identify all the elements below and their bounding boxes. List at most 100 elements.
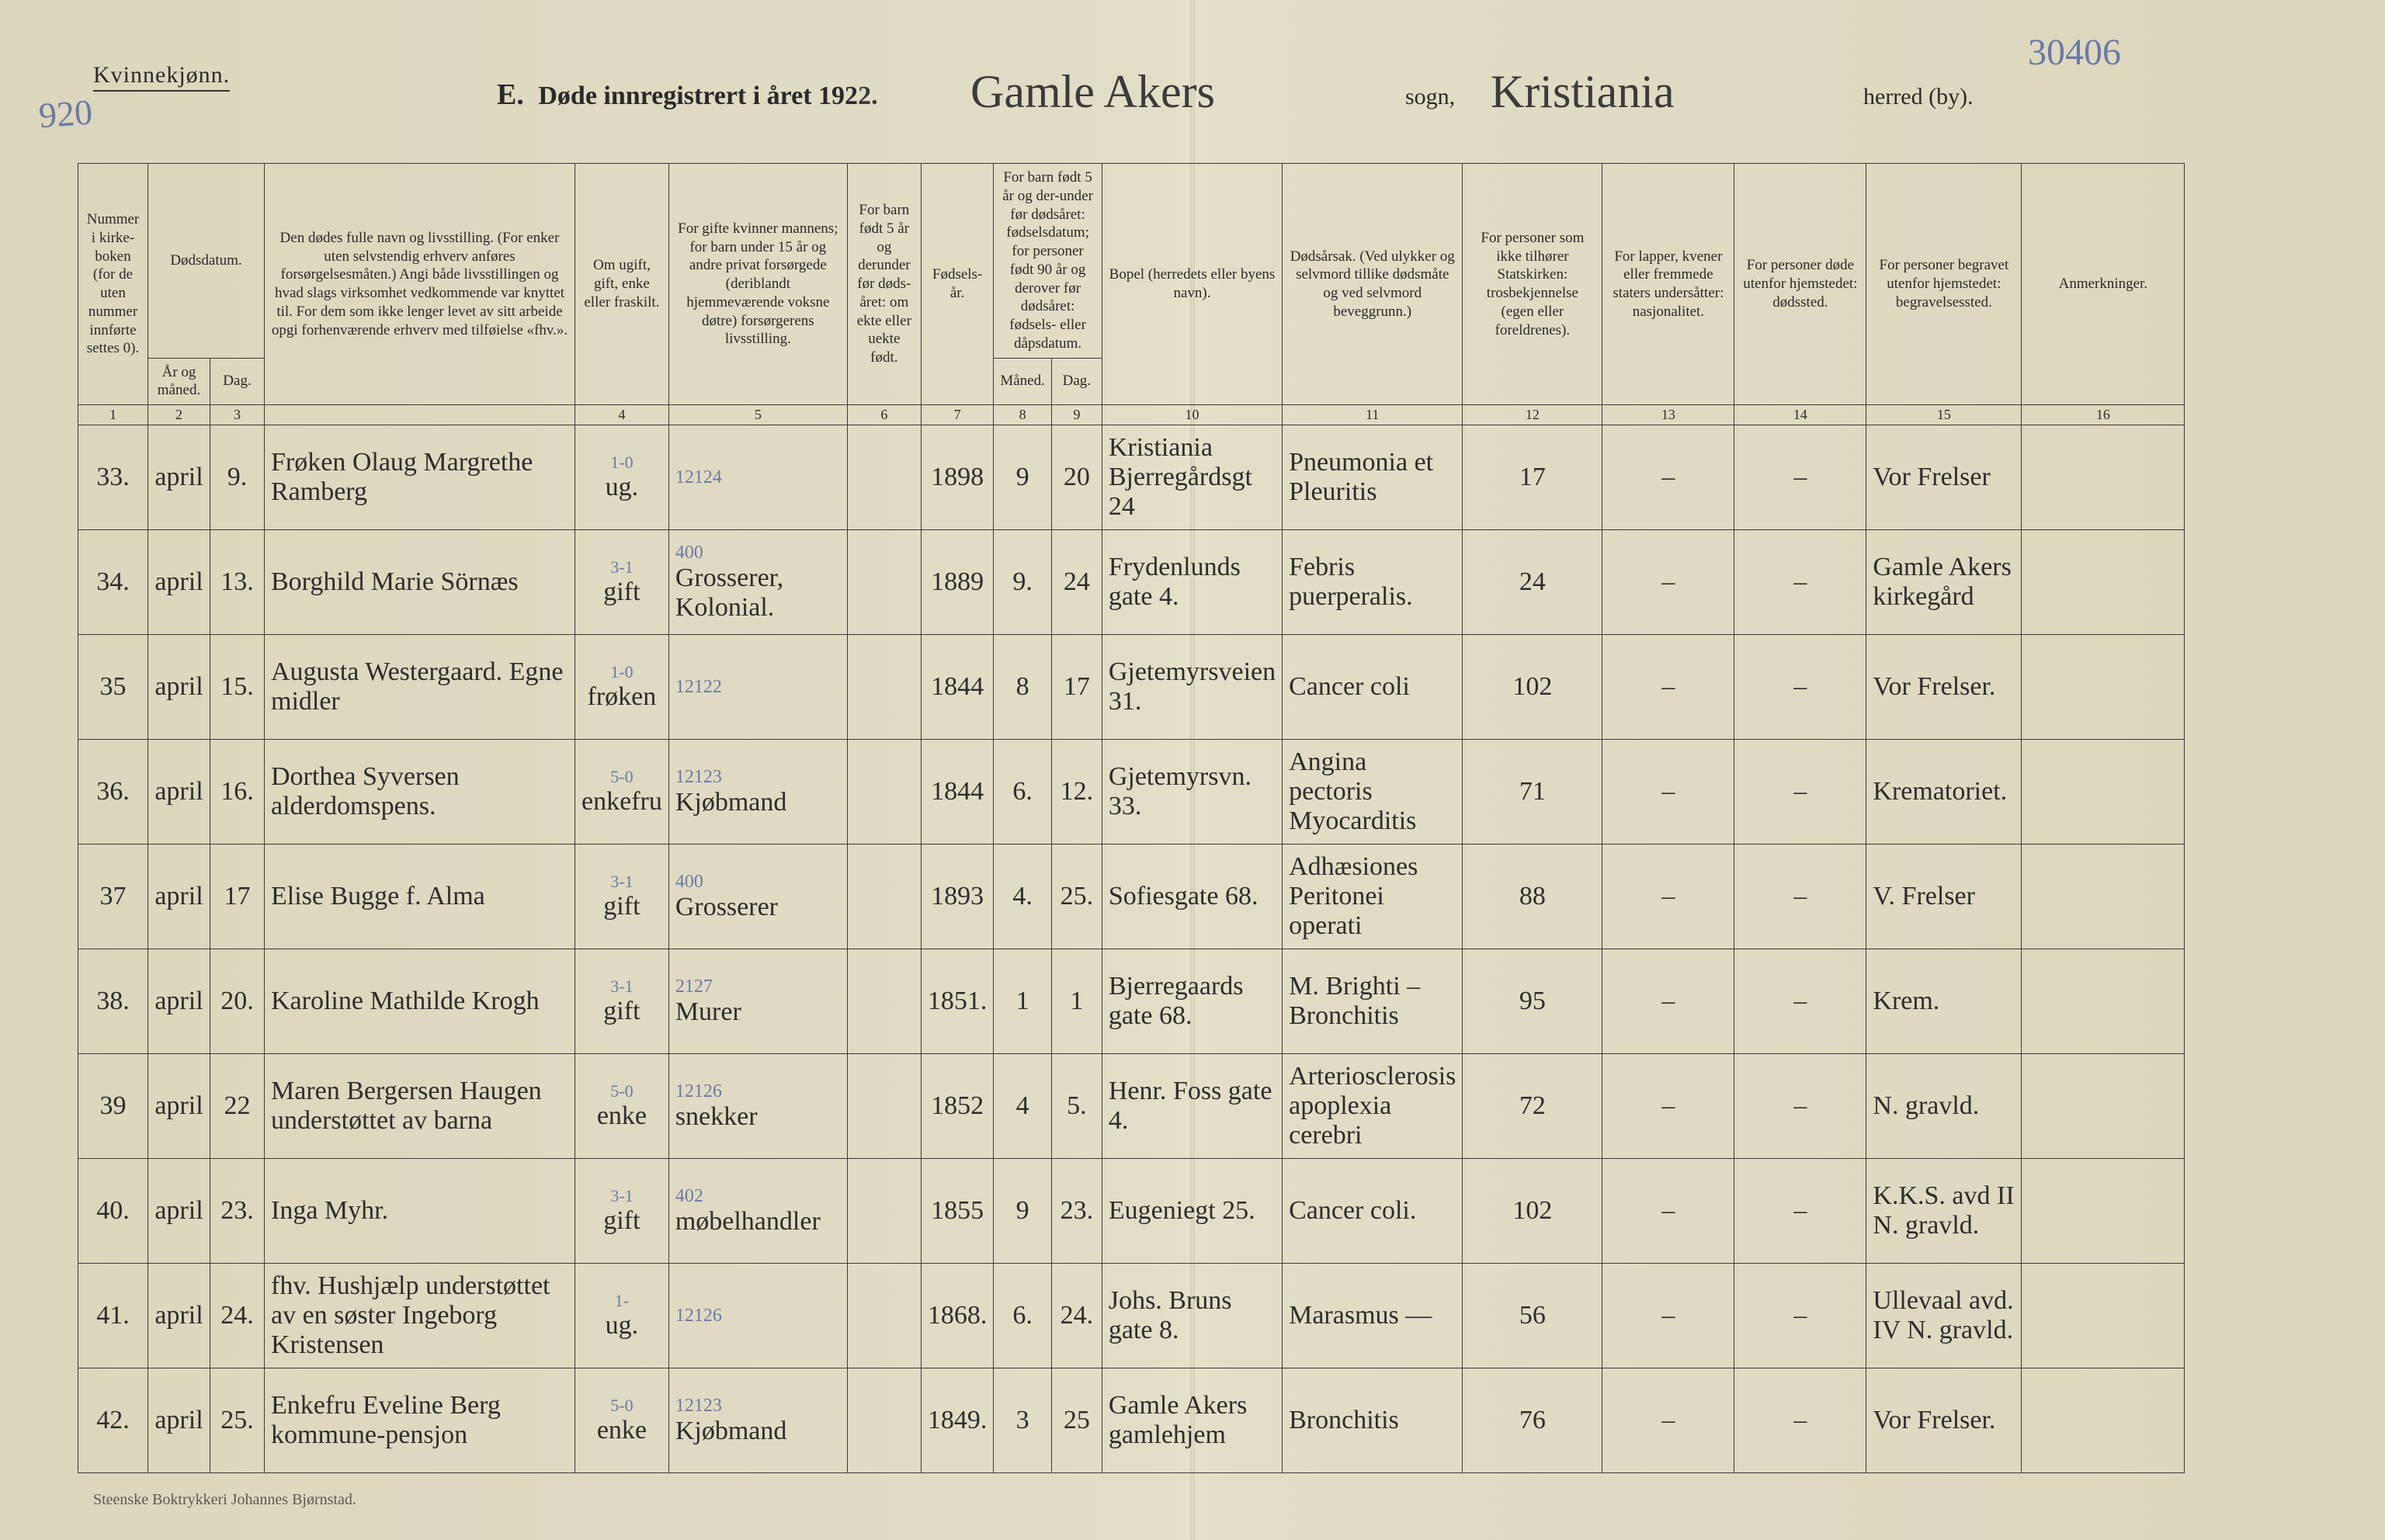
cell-name-text: Enkefru Eveline Berg kommune-pensjon bbox=[271, 1391, 501, 1449]
cell-num-text: 40. bbox=[96, 1196, 130, 1225]
cell-cause: Marasmus — bbox=[1283, 1264, 1463, 1368]
cell-remarks bbox=[2022, 1368, 2185, 1473]
coln: 5 bbox=[668, 405, 847, 425]
cell-cause-text: M. Brighti – Bronchitis bbox=[1289, 972, 1420, 1030]
cell-birthyear: 1868. bbox=[921, 1264, 994, 1368]
cell-ekte bbox=[847, 1159, 921, 1264]
cell-cause-text: Cancer coli bbox=[1289, 672, 1410, 701]
cell-cause: Cancer coli. bbox=[1283, 1159, 1463, 1264]
cell-day-text: 20. bbox=[220, 987, 254, 1015]
cell-col13-text: 102 bbox=[1512, 672, 1552, 701]
cell-day-text: 16. bbox=[220, 777, 254, 806]
coln: 12 bbox=[1463, 405, 1602, 425]
cell-birthyear-text: 1851. bbox=[928, 987, 988, 1015]
cell-name-text: Karoline Mathilde Krogh bbox=[271, 987, 540, 1015]
cell-ekte bbox=[847, 530, 921, 635]
pencil-annotation-top: 30406 bbox=[2028, 31, 2121, 74]
col-8-group: For barn født 5 år og der-under før døds… bbox=[994, 164, 1102, 359]
cell-day-text: 24. bbox=[220, 1301, 254, 1330]
cell-day: 16. bbox=[210, 740, 265, 845]
cell-remarks bbox=[2022, 530, 2185, 635]
cell-col13: 24 bbox=[1463, 530, 1602, 635]
cell-num-text: 39 bbox=[100, 1091, 127, 1120]
cell-provider: 12124 bbox=[668, 425, 847, 530]
status-code: 1- bbox=[581, 1291, 662, 1311]
cell-birthyear: 1889 bbox=[921, 530, 994, 635]
cell-month: april bbox=[148, 1054, 210, 1159]
cell-birthmonth: 3 bbox=[994, 1368, 1052, 1473]
title-text: Døde innregistrert i året 192 bbox=[538, 82, 858, 110]
cell-name-text: Borghild Marie Sörnæs bbox=[271, 567, 519, 596]
cell-status: 3-1gift bbox=[575, 845, 669, 949]
cell-status: 3-1gift bbox=[575, 1159, 669, 1264]
cell-status: 1-0ug. bbox=[575, 425, 669, 530]
cell-cause: M. Brighti – Bronchitis bbox=[1283, 949, 1463, 1054]
coln: 16 bbox=[2022, 405, 2185, 425]
cell-month: april bbox=[148, 845, 210, 949]
cell-col15: – bbox=[1734, 530, 1866, 635]
cell-residence-text: Eugeniegt 25. bbox=[1109, 1196, 1255, 1225]
cell-col14-text: – bbox=[1661, 777, 1675, 806]
cell-num-text: 38. bbox=[96, 987, 130, 1015]
cell-col13: 88 bbox=[1463, 845, 1602, 949]
coln: 2 bbox=[148, 405, 210, 425]
cell-birthmonth-text: 3 bbox=[1016, 1406, 1029, 1434]
page-header: Kvinnekjønn. E. Døde innregistrert i åre… bbox=[93, 70, 2292, 124]
cell-name-text: Dorthea Syversen alderdomspens. bbox=[271, 762, 460, 820]
cell-col15: – bbox=[1734, 425, 1866, 530]
col-4-header: Om ugift, gift, enke eller fraskilt. bbox=[575, 164, 669, 405]
cell-ekte bbox=[847, 740, 921, 845]
cell-cause: Cancer coli bbox=[1283, 635, 1463, 740]
cell-day-text: 22 bbox=[224, 1091, 251, 1120]
col-9-header: Bopel (herredets eller byens navn). bbox=[1102, 164, 1282, 405]
status-code: 3-1 bbox=[581, 557, 662, 578]
column-number-row: 1 2 3 4 5 6 7 8 9 10 11 12 13 14 15 16 bbox=[78, 405, 2185, 425]
cell-birthday: 17 bbox=[1051, 635, 1102, 740]
cell-col15: – bbox=[1734, 1368, 1866, 1473]
cell-col15-text: – bbox=[1793, 1301, 1807, 1330]
cell-ekte bbox=[847, 1264, 921, 1368]
provider-pencil: 2127 bbox=[675, 976, 841, 997]
cell-status: 5-0enke bbox=[575, 1054, 669, 1159]
cell-birthyear: 1898 bbox=[921, 425, 994, 530]
cell-remarks bbox=[2022, 845, 2185, 949]
cell-residence-text: Gjetemyrsvn. 33. bbox=[1109, 762, 1252, 820]
cell-status: 1-ug. bbox=[575, 1264, 669, 1368]
provider-pencil: 12123 bbox=[675, 1396, 841, 1417]
cell-month: april bbox=[148, 530, 210, 635]
cell-num: 36. bbox=[78, 740, 148, 845]
cell-name: fhv. Hushjælp understøttet av en søster … bbox=[265, 1264, 575, 1368]
cell-num-text: 33. bbox=[96, 463, 130, 491]
cell-provider: 400Grosserer, Kolonial. bbox=[668, 530, 847, 635]
cell-day: 13. bbox=[210, 530, 265, 635]
status-text: gift bbox=[581, 892, 662, 921]
status-code: 1-0 bbox=[581, 453, 662, 473]
col-3-header: Den dødes fulle navn og livsstilling. (F… bbox=[265, 164, 575, 405]
cell-birthmonth: 8 bbox=[994, 635, 1052, 740]
cell-birthday-text: 20 bbox=[1064, 463, 1090, 491]
cell-day-text: 13. bbox=[220, 567, 254, 596]
table-head: Nummer i kirke-boken (for de uten nummer… bbox=[78, 164, 2185, 425]
table-row: 38.april20.Karoline Mathilde Krogh3-1gif… bbox=[78, 949, 2185, 1054]
coln: 1 bbox=[78, 405, 148, 425]
cell-residence-text: Bjerregaards gate 68. bbox=[1109, 972, 1244, 1030]
col-1-header: Nummer i kirke-boken (for de uten nummer… bbox=[78, 164, 148, 405]
cell-month: april bbox=[148, 1368, 210, 1473]
cell-day: 20. bbox=[210, 949, 265, 1054]
cell-num: 41. bbox=[78, 1264, 148, 1368]
cell-birthday-text: 5. bbox=[1067, 1091, 1087, 1120]
cell-name: Maren Bergersen Haugen understøttet av b… bbox=[265, 1054, 575, 1159]
cell-provider: 12123Kjøbmand bbox=[668, 740, 847, 845]
cell-ekte bbox=[847, 1368, 921, 1473]
cell-col13-text: 56 bbox=[1519, 1301, 1546, 1330]
cell-col13: 76 bbox=[1463, 1368, 1602, 1473]
cell-burial-text: Vor Frelser. bbox=[1873, 672, 1995, 701]
cell-cause-text: Bronchitis bbox=[1289, 1406, 1399, 1434]
cell-num-text: 42. bbox=[96, 1406, 130, 1434]
col-6-header: For barn født 5 år og derunder før døds-… bbox=[847, 164, 921, 405]
cell-day: 17 bbox=[210, 845, 265, 949]
cell-col15-text: – bbox=[1793, 1406, 1807, 1434]
cell-cause-text: Pneumonia et Pleuritis bbox=[1289, 448, 1433, 506]
coln: 6 bbox=[847, 405, 921, 425]
table-body: 33.april9.Frøken Olaug Margrethe Ramberg… bbox=[78, 425, 2185, 1473]
